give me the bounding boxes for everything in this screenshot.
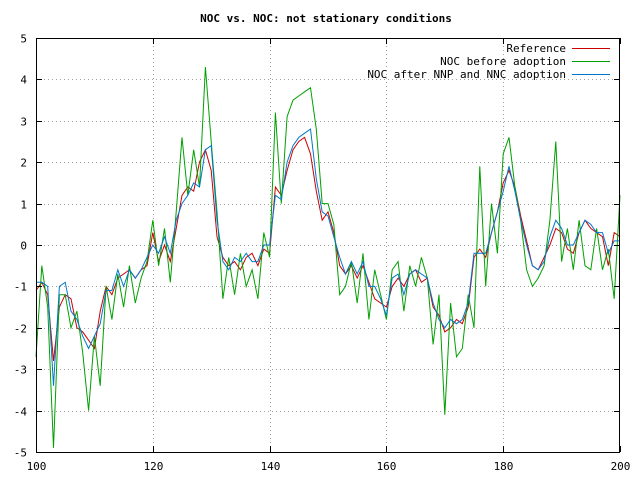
legend-label: NOC after NNP and NNC adoption [367,68,566,81]
x-tick-label: 140 [261,460,281,473]
series-line-1 [35,136,621,361]
x-tick-label: 180 [494,460,514,473]
y-tick-label: -3 [14,364,27,377]
y-tick-label: 5 [20,33,27,46]
y-tick-label: 4 [20,74,27,87]
x-tick-label: 160 [377,460,397,473]
y-tick-label: 3 [20,116,27,129]
x-tick-label: 120 [144,460,164,473]
y-tick-label: 0 [20,240,27,253]
y-tick-label: 2 [20,157,27,170]
y-tick-label: -1 [14,281,27,294]
series-line-3 [36,128,620,386]
y-tick-label: -2 [14,323,27,336]
ticks: -5 -4 -3 -2 -1 0 1 2 3 4 5 100 120 140 160 180 200 [14,33,631,474]
y-tick-label: -5 [14,447,27,460]
x-tick-label: 200 [611,460,631,473]
series-layer [35,66,621,448]
y-tick-label: -4 [14,406,28,419]
legend-label: NOC before adoption [440,55,566,68]
series-line-2 [35,66,621,448]
x-tick-label: 100 [27,460,47,473]
legend-label: Reference [506,42,566,55]
grid [36,38,620,452]
y-tick-label: 1 [20,199,27,212]
chart-title: NOC vs. NOC: not stationary conditions [200,12,452,25]
